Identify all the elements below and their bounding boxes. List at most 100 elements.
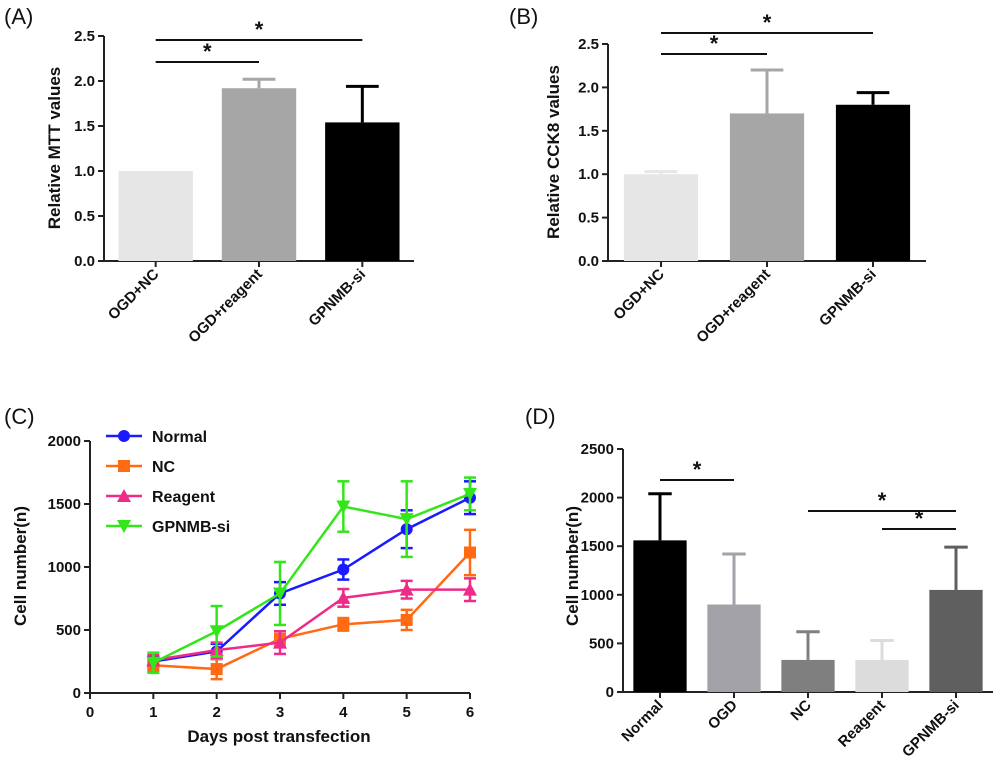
panel-c-series-nc-point (210, 663, 223, 676)
panel-c-series-nc (147, 528, 476, 681)
panel-c-series-gpnmb-si-point (399, 513, 414, 527)
panel-c-series-normal-legend-label: Normal (152, 429, 207, 446)
panel-b-x-tick-label: GPNMB-si (816, 266, 880, 330)
panel-c-x-tick-label: 2 (212, 704, 220, 721)
panel-d-bar (855, 659, 909, 692)
panel-c-series-reagent-legend-label: Reagent (152, 489, 216, 506)
panel-d-x-tick-label: NC (787, 697, 814, 724)
panel-c-y-axis-title: Cell number(n) (11, 506, 30, 626)
panel-d-significance-star: * (878, 488, 887, 513)
panel-b-y-tick-label: 1.0 (578, 166, 599, 183)
panel-a-x-tick-label: GPNMB-si (305, 266, 369, 330)
panel-c-series-nc-legend-marker (118, 460, 130, 472)
panel-a-bar (325, 122, 400, 262)
panel-c-series-normal-legend-marker (118, 430, 130, 442)
panel-c-series-nc-point (464, 546, 476, 559)
panel-c-label: (C) (4, 404, 35, 429)
panel-c-series-gpnmb-si-legend-marker (117, 520, 131, 533)
panel-c-x-tick-label: 3 (276, 704, 284, 721)
panel-d-x-tick-label: Normal (618, 697, 667, 746)
panel-d-y-tick-label: 1500 (581, 538, 614, 555)
panel-b-bar (835, 104, 911, 261)
panel-a-bar (221, 88, 297, 261)
panel-a-y-tick-label: 2.5 (74, 28, 95, 45)
panel-c-x-tick-label: 4 (339, 704, 348, 721)
panel-d-y-axis-title: Cell number(n) (563, 506, 582, 626)
panel-a-label: (A) (4, 4, 33, 29)
panel-c: (C) Cell number(n) Days post transfectio… (4, 404, 477, 746)
panel-b-bar (623, 174, 699, 261)
panel-c-series-nc-point (400, 613, 413, 626)
panel-c-series-gpnmb-si-legend-label: GPNMB-si (152, 519, 230, 536)
panel-d-y-tick-label: 500 (589, 635, 614, 652)
panel-c-x-tick-label: 6 (466, 704, 474, 721)
panel-a: (A) Relative MTT values 0.0 0.5 1.0 1.5 2.0 2… (4, 4, 414, 347)
panel-b-y-tick-label: 0.5 (578, 210, 599, 227)
panel-a-y-tick-label: 0.5 (74, 208, 95, 225)
panel-c-series-gpnmb-si (146, 476, 477, 675)
panel-d-bar (929, 589, 983, 692)
panel-b: (B) Relative CCK8 values 0.0 0.5 1.0 1.5 2.0… (509, 4, 926, 347)
panel-c-series-nc-line (153, 551, 471, 671)
panel-a-y-tick-label: 2.0 (74, 73, 95, 90)
panel-d-significance-star: * (693, 457, 702, 482)
panel-d-x-tick-label: OGD (705, 697, 741, 733)
panel-d: (D) Cell number(n) 0 500 1000 1500 2000 2500 N… (525, 404, 993, 761)
panel-c-x-tick-label: 0 (86, 704, 94, 721)
panel-c-series-reagent-line (153, 588, 470, 662)
panel-c-series-gpnmb-si-point (209, 625, 224, 639)
panel-a-y-tick-label: 1.0 (74, 163, 95, 180)
panel-c-y-tick-label: 1500 (48, 496, 81, 513)
panel-c-series-reagent-point (336, 590, 351, 604)
panel-c-x-axis-title: Days post transfection (187, 727, 370, 746)
panel-a-y-axis-title: Relative MTT values (45, 67, 64, 230)
panel-c-y-tick-label: 0 (73, 685, 81, 702)
panel-c-series-gpnmb-si-point (336, 500, 351, 514)
panel-d-x-tick-label: Reagent (835, 697, 889, 751)
panel-b-x-tick-label: OGD+NC (610, 266, 668, 324)
panel-d-bar (707, 604, 761, 692)
panel-c-series-gpnmb-si-line (152, 492, 471, 664)
panel-a-x-tick-label: OGD+reagent (185, 266, 266, 347)
panel-d-bar (781, 659, 835, 692)
panel-c-x-tick-label: 5 (402, 704, 410, 721)
panel-b-x-tick-label: OGD+reagent (693, 266, 774, 347)
panel-d-y-tick-label: 2500 (581, 441, 614, 458)
panel-c-series-normal (147, 480, 476, 668)
panel-d-y-tick-label: 0 (606, 684, 614, 701)
panel-d-y-tick-label: 2000 (581, 490, 614, 507)
panel-a-significance-star: * (203, 39, 212, 64)
panel-b-significance-star: * (763, 10, 772, 35)
panel-b-y-tick-label: 2.5 (578, 36, 599, 53)
panel-a-bar (118, 171, 193, 261)
panel-c-y-tick-label: 1000 (48, 559, 81, 576)
panel-a-x-tick-label: OGD+NC (105, 266, 163, 324)
panel-c-series-reagent-legend-marker (117, 489, 131, 502)
panel-a-y-tick-label: 0.0 (74, 253, 95, 270)
panel-d-y-tick-label: 1000 (581, 587, 614, 604)
panel-a-y-tick-label: 1.5 (74, 118, 95, 135)
panel-b-y-tick-label: 0.0 (578, 253, 599, 270)
panel-c-series-reagent-point (463, 582, 477, 596)
panel-c-series-reagent (146, 577, 477, 667)
panel-b-y-tick-label: 2.0 (578, 79, 599, 96)
panel-a-significance-star: * (255, 17, 264, 42)
panel-b-y-axis-title: Relative CCK8 values (544, 65, 563, 239)
panel-c-series-gpnmb-si-point (273, 587, 287, 601)
panel-c-x-tick-label: 1 (149, 704, 157, 721)
panel-c-y-tick-label: 2000 (48, 433, 81, 450)
panel-c-y-tick-label: 500 (56, 622, 81, 639)
panel-d-label: (D) (525, 404, 556, 429)
panel-c-series-reagent-point (273, 635, 287, 649)
panel-d-significance-star: * (915, 506, 924, 531)
panel-c-series-gpnmb-si-point (146, 656, 161, 670)
panel-d-x-tick-label: GPNMB-si (899, 697, 963, 761)
panel-c-series-reagent-point (399, 582, 414, 596)
panel-c-series-normal-point (337, 563, 350, 576)
panel-d-bar (633, 540, 687, 692)
panel-c-series-gpnmb-si-point (463, 487, 477, 501)
panel-b-y-tick-label: 1.5 (578, 123, 599, 140)
panel-b-label: (B) (509, 4, 538, 29)
panel-c-series-nc-legend-label: NC (152, 459, 176, 476)
